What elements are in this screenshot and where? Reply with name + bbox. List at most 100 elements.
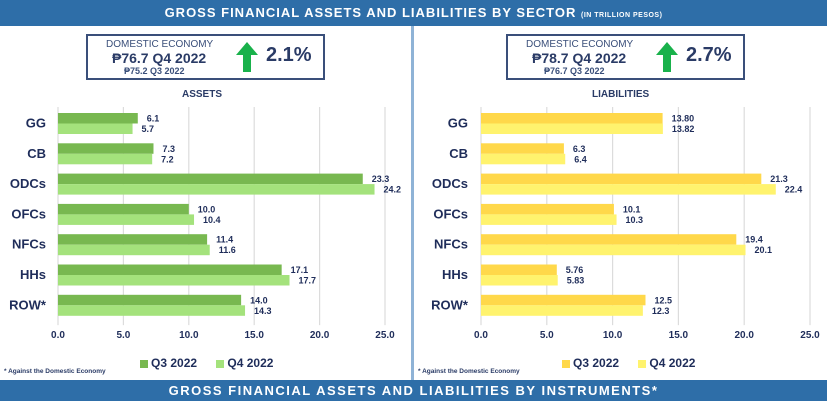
x-tick-label: 20.0 bbox=[734, 330, 754, 341]
legend-item-q3: Q3 2022 bbox=[140, 356, 197, 370]
bar-q3-2022 bbox=[58, 173, 363, 185]
bar-q3-2022 bbox=[58, 234, 208, 245]
bar-q3-2022 bbox=[481, 264, 557, 275]
liabilities-panel: DOMESTIC ECONOMY ₱78.7 Q4 2022 ₱76.7 Q3 … bbox=[414, 26, 827, 380]
kpi-current: ₱78.7 Q4 2022 bbox=[532, 50, 627, 66]
bar-q4-2022 bbox=[481, 153, 566, 165]
bar-q3-2022 bbox=[58, 203, 189, 215]
data-label: 11.6 bbox=[219, 245, 236, 255]
bar-q3-2022 bbox=[58, 264, 282, 275]
bar-q3-2022 bbox=[481, 143, 564, 154]
legend-swatch-q4 bbox=[638, 359, 647, 368]
kpi-label: DOMESTIC ECONOMY bbox=[106, 39, 214, 50]
bar-q4-2022 bbox=[481, 123, 663, 134]
data-label: 11.4 bbox=[216, 235, 233, 245]
data-label: 12.3 bbox=[652, 306, 670, 316]
header-unit: (IN TRILLION PESOS) bbox=[580, 12, 663, 19]
data-label: 6.4 bbox=[574, 154, 587, 164]
kpi-change: 2.7% bbox=[686, 44, 732, 66]
data-label: 21.3 bbox=[770, 174, 788, 184]
category-label: GG bbox=[26, 116, 46, 131]
data-label: 6.3 bbox=[573, 144, 586, 154]
data-label: 10.3 bbox=[626, 215, 644, 225]
bar-q4-2022 bbox=[58, 244, 210, 256]
kpi-label: DOMESTIC ECONOMY bbox=[526, 39, 634, 50]
bar-q4-2022 bbox=[481, 184, 776, 195]
assets-chart: 0.0 5.0 10.0 15.0 20.0 25.0 GG 6.15.7 CB 7.37.2 OD… bbox=[9, 107, 402, 341]
x-tick-label: 0.0 bbox=[474, 330, 488, 341]
bar-q3-2022 bbox=[481, 234, 737, 245]
legend-item-q4: Q4 2022 bbox=[638, 356, 695, 370]
bar-q4-2022 bbox=[481, 214, 617, 225]
data-label: 23.3 bbox=[372, 174, 390, 184]
category-label: NFCs bbox=[12, 237, 46, 252]
category-label: NFCs bbox=[434, 237, 468, 252]
panel-divider bbox=[411, 26, 414, 380]
arrow-up-icon bbox=[656, 42, 678, 72]
bar-q3-2022 bbox=[481, 294, 646, 306]
bar-q3-2022 bbox=[58, 294, 242, 306]
data-label: 5.7 bbox=[142, 124, 155, 134]
data-label: 12.5 bbox=[655, 295, 673, 305]
data-label: 14.3 bbox=[254, 306, 272, 316]
category-label: OFCs bbox=[11, 206, 46, 221]
bar-q4-2022 bbox=[58, 305, 246, 316]
legend-item-q3: Q3 2022 bbox=[562, 356, 619, 370]
data-label: 14.0 bbox=[250, 295, 268, 305]
bar-q4-2022 bbox=[58, 214, 195, 225]
x-tick-label: 10.0 bbox=[603, 330, 623, 341]
data-label: 6.1 bbox=[147, 114, 160, 124]
assets-footnote: * Against the Domestic Economy bbox=[4, 368, 106, 375]
bar-q3-2022 bbox=[481, 203, 614, 215]
category-label: ODCs bbox=[432, 176, 468, 191]
data-label: 7.2 bbox=[161, 154, 174, 164]
bar-q3-2022 bbox=[481, 113, 663, 124]
x-tick-label: 25.0 bbox=[375, 330, 395, 341]
data-label: 13.82 bbox=[672, 124, 695, 134]
bar-q4-2022 bbox=[481, 305, 643, 316]
bar-q4-2022 bbox=[481, 275, 558, 286]
kpi-previous: ₱75.2 Q3 2022 bbox=[124, 66, 185, 76]
header-banner: GROSS FINANCIAL ASSETS AND LIABILITIES B… bbox=[0, 0, 827, 26]
category-label: CB bbox=[449, 146, 468, 161]
instruments-banner: GROSS FINANCIAL ASSETS AND LIABILITIES B… bbox=[0, 380, 827, 401]
data-label: 24.2 bbox=[384, 185, 402, 195]
liabilities-subtitle: LIABILITIES bbox=[592, 89, 650, 100]
category-label: ROW* bbox=[431, 297, 469, 312]
x-tick-label: 10.0 bbox=[179, 330, 199, 341]
data-label: 10.1 bbox=[623, 204, 641, 214]
data-label: 13.80 bbox=[672, 114, 695, 124]
liabilities-footnote: * Against the Domestic Economy bbox=[418, 368, 520, 375]
assets-legend: Q3 2022 Q4 2022 bbox=[140, 356, 289, 370]
category-label: HHs bbox=[442, 267, 468, 282]
kpi-previous: ₱76.7 Q3 2022 bbox=[544, 66, 605, 76]
assets-kpi-box: DOMESTIC ECONOMY ₱76.7 Q4 2022 ₱75.2 Q3 … bbox=[86, 34, 325, 80]
bar-q3-2022 bbox=[58, 113, 138, 124]
legend-swatch-q3 bbox=[140, 359, 148, 368]
x-tick-label: 25.0 bbox=[800, 330, 820, 341]
data-label: 20.1 bbox=[755, 245, 773, 255]
liabilities-kpi-box: DOMESTIC ECONOMY ₱78.7 Q4 2022 ₱76.7 Q3 … bbox=[506, 34, 745, 80]
x-tick-label: 5.0 bbox=[116, 330, 130, 341]
category-label: CB bbox=[27, 146, 46, 161]
arrow-up-icon bbox=[236, 42, 258, 72]
bar-q4-2022 bbox=[58, 153, 153, 165]
bar-q3-2022 bbox=[481, 173, 762, 185]
legend-item-q4: Q4 2022 bbox=[216, 356, 273, 370]
liabilities-legend: Q3 2022 Q4 2022 bbox=[562, 356, 711, 370]
bar-q4-2022 bbox=[481, 244, 746, 256]
data-label: 22.4 bbox=[785, 185, 803, 195]
data-label: 5.83 bbox=[567, 276, 585, 286]
category-label: OFCs bbox=[433, 206, 468, 221]
assets-panel: DOMESTIC ECONOMY ₱76.7 Q4 2022 ₱75.2 Q3 … bbox=[0, 26, 411, 380]
category-label: ODCs bbox=[10, 176, 46, 191]
data-label: 17.1 bbox=[291, 265, 309, 275]
x-tick-label: 0.0 bbox=[51, 330, 65, 341]
x-tick-label: 5.0 bbox=[540, 330, 554, 341]
category-label: HHs bbox=[20, 267, 46, 282]
data-label: 17.7 bbox=[299, 276, 317, 286]
x-tick-label: 20.0 bbox=[310, 330, 330, 341]
x-tick-label: 15.0 bbox=[669, 330, 689, 341]
kpi-current: ₱76.7 Q4 2022 bbox=[112, 50, 207, 66]
